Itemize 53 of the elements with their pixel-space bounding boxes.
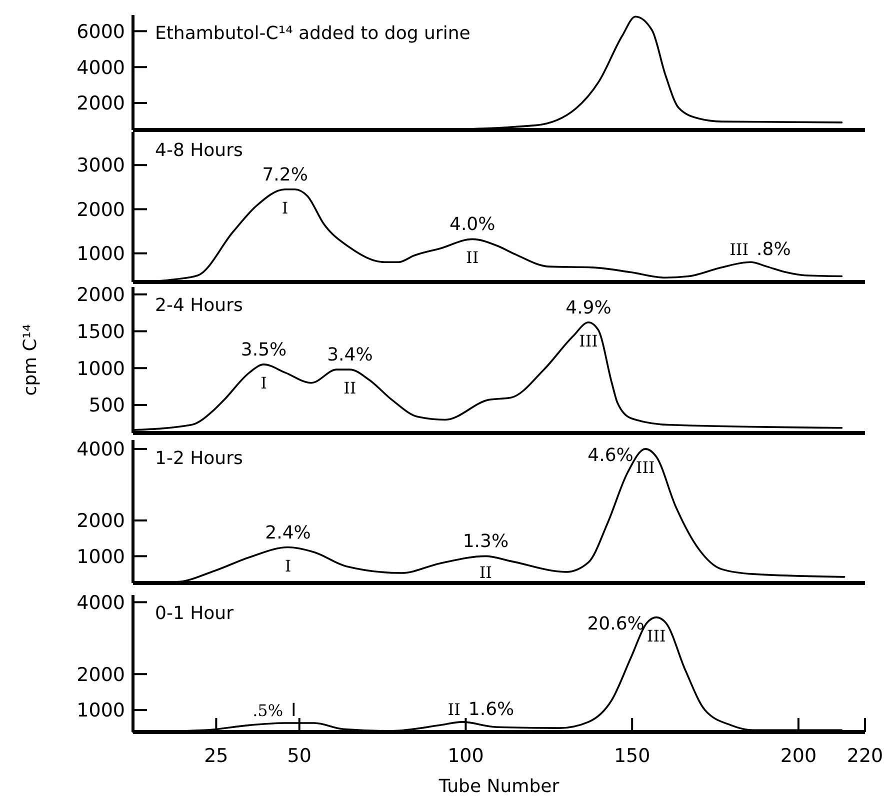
annotation: I: [260, 373, 267, 392]
annotation: II: [344, 378, 356, 398]
annotation: 3.4%: [327, 344, 373, 366]
x-tick-label: 50: [287, 745, 312, 767]
text: 2-4 Hours: [155, 295, 243, 316]
annotation: I: [284, 556, 292, 576]
annotation: II: [448, 700, 460, 719]
x-tick-label: 200: [780, 745, 817, 767]
x-tick-label: 150: [614, 745, 650, 767]
annotation: II: [466, 248, 479, 268]
y-tick-label: 2000: [76, 664, 125, 686]
x-axis-title: Tube Number: [438, 776, 560, 797]
annotation: III: [579, 331, 598, 350]
annotation: .8%: [756, 239, 791, 260]
annotation: 4.9%: [566, 297, 612, 318]
x-tick-label: 25: [204, 745, 228, 767]
annotation: 2.4%: [265, 522, 311, 544]
y-tick-label: 500: [88, 394, 125, 417]
y-tick-label: 4000: [76, 438, 125, 461]
annotation: I: [291, 700, 296, 722]
annotation: I: [282, 198, 288, 218]
annotation: III: [636, 458, 655, 477]
annotation: .5%: [252, 701, 284, 720]
text: 0-1 Hour: [155, 603, 234, 624]
text: 4-8 Hours: [155, 140, 243, 161]
annotation: 4.6%: [588, 444, 634, 466]
y-tick-label: 1500: [76, 320, 125, 343]
y-tick-label: 2000: [76, 284, 125, 306]
y-tick-label: 6000: [76, 20, 125, 43]
y-tick-label: 2000: [76, 198, 125, 221]
y-tick-label: 2000: [76, 92, 125, 115]
annotation: 7.2%: [262, 164, 308, 186]
annotation: 3.5%: [240, 339, 287, 360]
y-tick-label: 1000: [76, 242, 125, 265]
annotation: II: [479, 563, 492, 582]
y-tick-label: 2000: [76, 510, 125, 532]
y-tick-label: 1000: [76, 358, 125, 380]
x-tick-label: 100: [448, 745, 484, 767]
annotation: 1.3%: [462, 531, 509, 552]
y-tick-label: 3000: [76, 154, 125, 177]
y-tick-label: 4000: [76, 592, 125, 614]
y-tick-label: 1000: [76, 700, 125, 722]
annotation: 1.6%: [468, 698, 514, 720]
y-tick-label: 1000: [76, 546, 125, 568]
annotation: 20.6%: [587, 613, 644, 634]
y-tick-label: 4000: [76, 56, 125, 79]
x-tick-label: 220: [846, 745, 884, 767]
annotation: III: [646, 626, 666, 646]
annotation: III: [730, 240, 749, 260]
text: Ethambutol-C¹⁴ added to dog urine: [155, 23, 470, 44]
text: 1-2 Hours: [155, 448, 243, 469]
y-axis-title: cpm C¹⁴: [20, 324, 41, 396]
annotation: 4.0%: [450, 214, 496, 236]
